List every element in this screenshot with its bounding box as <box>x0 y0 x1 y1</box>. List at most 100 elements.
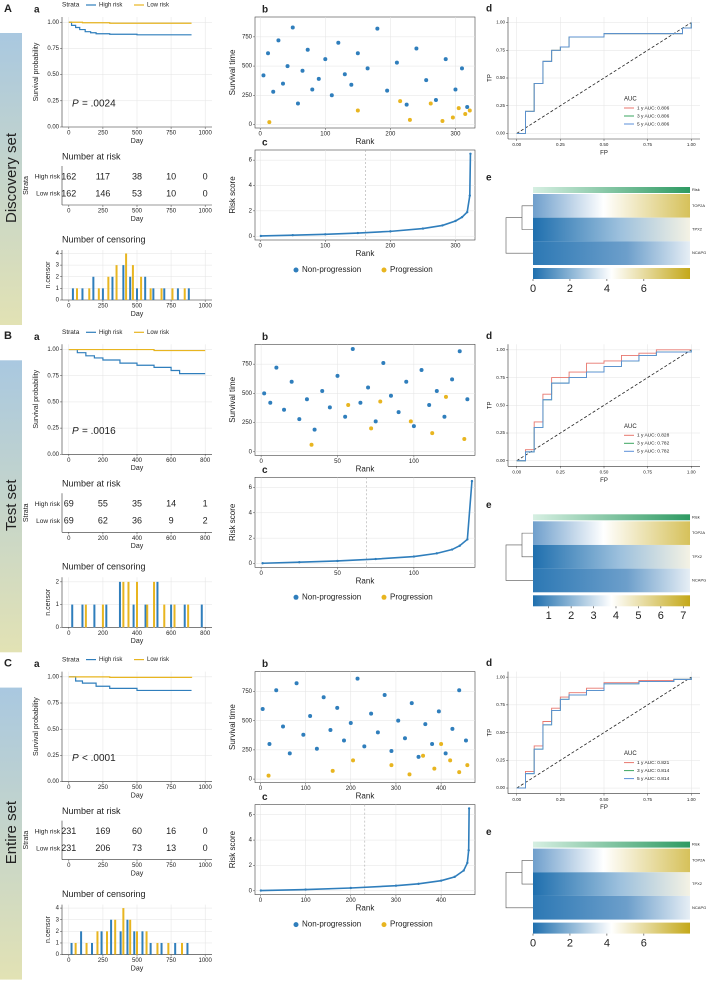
x-tick-label: 200 <box>98 458 109 464</box>
censor-bar <box>81 288 84 300</box>
scale-tick-label: 2 <box>568 610 574 622</box>
table-title: Number at risk <box>62 806 121 816</box>
x-tick-label: 0.50 <box>600 797 609 802</box>
survival-point <box>448 758 453 763</box>
y-tick-label: 1 <box>56 286 60 292</box>
survival-point <box>351 758 356 763</box>
risk-point <box>349 886 352 890</box>
p-value: = .0024 <box>82 99 116 110</box>
survival-point <box>409 701 414 706</box>
y-tick-label: 0.00 <box>496 785 505 790</box>
survival-point <box>457 349 462 354</box>
annotation-label: Risk <box>692 842 700 847</box>
y-tick-label: 1 <box>56 941 60 947</box>
survival-point <box>355 676 360 681</box>
censor-bar <box>119 931 122 955</box>
risk-point <box>467 807 471 810</box>
censor-bar <box>176 288 179 300</box>
plot-area <box>254 671 476 783</box>
x-tick-label: 0.25 <box>556 469 565 474</box>
y-tick-label: 6 <box>249 485 253 491</box>
y-axis-label: Survival time <box>228 49 237 95</box>
y-tick-label: 0 <box>56 952 60 958</box>
roc-curve <box>516 677 692 789</box>
censor-bar <box>149 288 152 300</box>
y-tick-label: 500 <box>242 64 253 70</box>
x-axis-label: Day <box>131 138 144 145</box>
risk-curve <box>262 481 473 565</box>
section-letter: A <box>4 3 12 15</box>
x-tick-label: 500 <box>132 958 143 964</box>
x-tick-label: 0.75 <box>643 469 652 474</box>
heat-row <box>533 241 690 265</box>
survival-point <box>465 397 470 402</box>
survival-point <box>404 379 409 384</box>
y-tick-label: 0.50 <box>47 72 59 78</box>
x-axis-label: FP <box>600 151 608 157</box>
annotation-label: Risk <box>692 187 700 192</box>
x-tick-label: 200 <box>98 536 109 542</box>
y-tick-label: 2 <box>249 863 253 869</box>
gene-label: NCAPG <box>692 578 706 583</box>
survival-point <box>346 403 351 408</box>
y-tick-label: 0.25 <box>496 103 505 108</box>
censor-bar <box>106 931 108 955</box>
survival-point <box>276 38 281 43</box>
risk-count: 35 <box>132 499 142 509</box>
color-scale <box>533 595 690 607</box>
x-tick-label: 0 <box>67 304 71 310</box>
risk-count: 9 <box>169 516 174 526</box>
dendrogram <box>505 860 533 909</box>
censor-bar <box>118 581 121 628</box>
survival-point <box>450 726 455 731</box>
x-axis-label: Day <box>131 465 144 472</box>
x-tick-label: 0.25 <box>556 797 565 802</box>
survival-point <box>434 389 439 394</box>
legend-label: 1 y AUC: 0.821 <box>637 760 670 766</box>
y-tick-label: 3 <box>56 917 60 923</box>
y-tick-label: 0.00 <box>47 779 59 785</box>
x-tick-label: 0.75 <box>643 797 652 802</box>
legend-label: Low risk <box>147 657 170 663</box>
x-tick-label: 800 <box>200 631 211 637</box>
survival-point <box>305 47 310 52</box>
risk-count: 16 <box>166 826 176 836</box>
x-tick-label: 100 <box>301 786 312 792</box>
x-axis-label: Rank <box>356 137 376 146</box>
legend-swatch <box>381 594 387 600</box>
risk-count: 53 <box>132 188 142 198</box>
survival-point <box>381 360 386 365</box>
censor-bar <box>167 942 170 955</box>
survival-point <box>423 722 428 727</box>
survival-point <box>349 82 354 87</box>
roc-curve <box>516 349 692 462</box>
survival-point <box>271 89 276 94</box>
panel-letter: c <box>262 792 268 803</box>
censor-bar <box>131 265 134 300</box>
censor-bar <box>183 604 186 628</box>
survival-point <box>388 393 393 398</box>
survival-point <box>408 419 413 424</box>
set-name: Discovery set <box>3 132 20 223</box>
survival-point <box>407 772 412 777</box>
survival-point <box>436 709 441 714</box>
censor-bar <box>174 942 177 955</box>
y-axis-label: Survival time <box>228 704 237 750</box>
censor-bar <box>200 604 203 628</box>
survival-point <box>427 403 432 408</box>
x-tick-label: 0.00 <box>512 797 521 802</box>
survival-point <box>373 419 378 424</box>
risk-count: 73 <box>132 843 142 853</box>
y-tick-label: 0.50 <box>47 727 59 733</box>
survival-point <box>348 721 353 726</box>
x-tick-label: 750 <box>166 131 177 137</box>
x-tick-label: 0.50 <box>600 142 609 147</box>
censor-bar <box>170 604 173 628</box>
x-tick-label: 100 <box>320 132 331 138</box>
y-tick-label: 1.00 <box>496 20 505 25</box>
survival-point <box>323 57 328 62</box>
x-tick-label: 750 <box>166 785 177 791</box>
y-tick-label: 3 <box>56 263 60 269</box>
risk-count: 10 <box>166 188 176 198</box>
censor-bar <box>101 288 104 300</box>
